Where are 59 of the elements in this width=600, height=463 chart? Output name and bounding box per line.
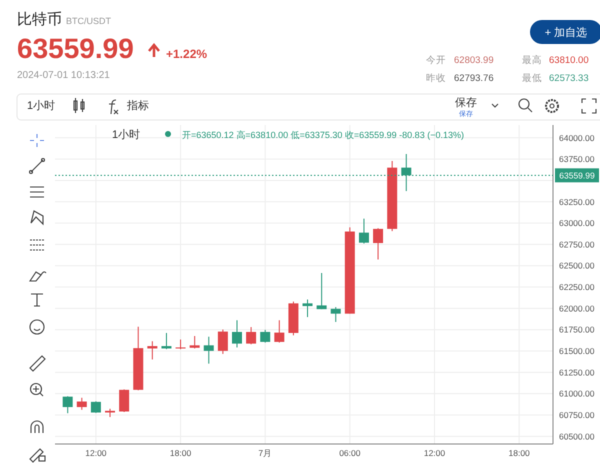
text: 今开 [426, 54, 446, 66]
y-tick-label: 63000.00 [559, 218, 595, 228]
text: 62803.99 [454, 55, 494, 66]
y-tick-label: 64000.00 [559, 132, 595, 143]
candlestick [274, 320, 284, 344]
text: 最高 [522, 54, 542, 66]
text: 昨收 [426, 72, 446, 84]
candlestick [358, 218, 369, 244]
candlestick [246, 326, 256, 345]
text: + 加自选 [544, 26, 588, 39]
candlestick [232, 320, 242, 348]
y-tick-label: 61000.00 [559, 388, 595, 399]
text: 指标 [126, 100, 149, 112]
text: 保存 [455, 97, 477, 109]
y-tick-label: 61250.00 [559, 367, 595, 378]
annotation: 1小时 [112, 128, 140, 141]
text: 最低 [522, 73, 542, 84]
candlestick [373, 228, 384, 260]
x-tick-label: 18:00 [508, 448, 530, 458]
text: 2024-07-01 10:13:21 [17, 70, 110, 81]
chart-title: 比特币 [17, 11, 62, 28]
candlestick [119, 388, 130, 413]
candlestick [62, 396, 73, 414]
candlestick [90, 400, 101, 414]
y-tick-label: 62250.00 [559, 282, 595, 292]
text: 62793.76 [454, 73, 494, 84]
candlestick [76, 397, 87, 410]
text: 63810.00 [549, 55, 589, 66]
y-tick-label: 62750.00 [559, 239, 595, 250]
y-tick-label: 63250.00 [559, 196, 595, 207]
y-tick-label: 60750.00 [559, 410, 595, 420]
candlestick [316, 272, 327, 310]
candlestick [330, 306, 341, 322]
text: 62573.33 [549, 73, 589, 84]
candlestick [176, 339, 186, 350]
x-tick-label: 18:00 [170, 448, 192, 458]
candlestick [161, 332, 172, 350]
y-tick-label: 62500.00 [559, 260, 595, 271]
y-tick-label: 61500.00 [559, 346, 595, 356]
ref-line-label: 63559.99 [559, 170, 595, 180]
chart-subtitle: BTC/USDT [66, 16, 112, 26]
text: 63559.99 [17, 33, 134, 64]
candlestick [204, 336, 214, 364]
candlestick [302, 299, 313, 318]
text: +1.22% [166, 47, 208, 61]
y-tick-label: 60500.00 [559, 431, 595, 442]
x-tick-label: 12:00 [85, 448, 107, 458]
x-tick-label: 06:00 [339, 448, 361, 458]
x-tick-label: 7月 [258, 448, 272, 458]
candlestick [190, 336, 200, 349]
y-tick-label: 63750.00 [559, 154, 595, 164]
candlestick [218, 329, 228, 354]
candlestick [147, 340, 158, 360]
y-tick-label: 62000.00 [559, 303, 595, 314]
annotation: 开=63650.12 高=63810.00 低=63375.30 收=63559.99 -80.83 (−0.13%) [182, 130, 464, 140]
text: 1小时 [27, 99, 56, 112]
x-tick-label: 12:00 [424, 448, 446, 458]
candlestick [260, 329, 270, 344]
y-tick-label: 61750.00 [559, 324, 595, 335]
